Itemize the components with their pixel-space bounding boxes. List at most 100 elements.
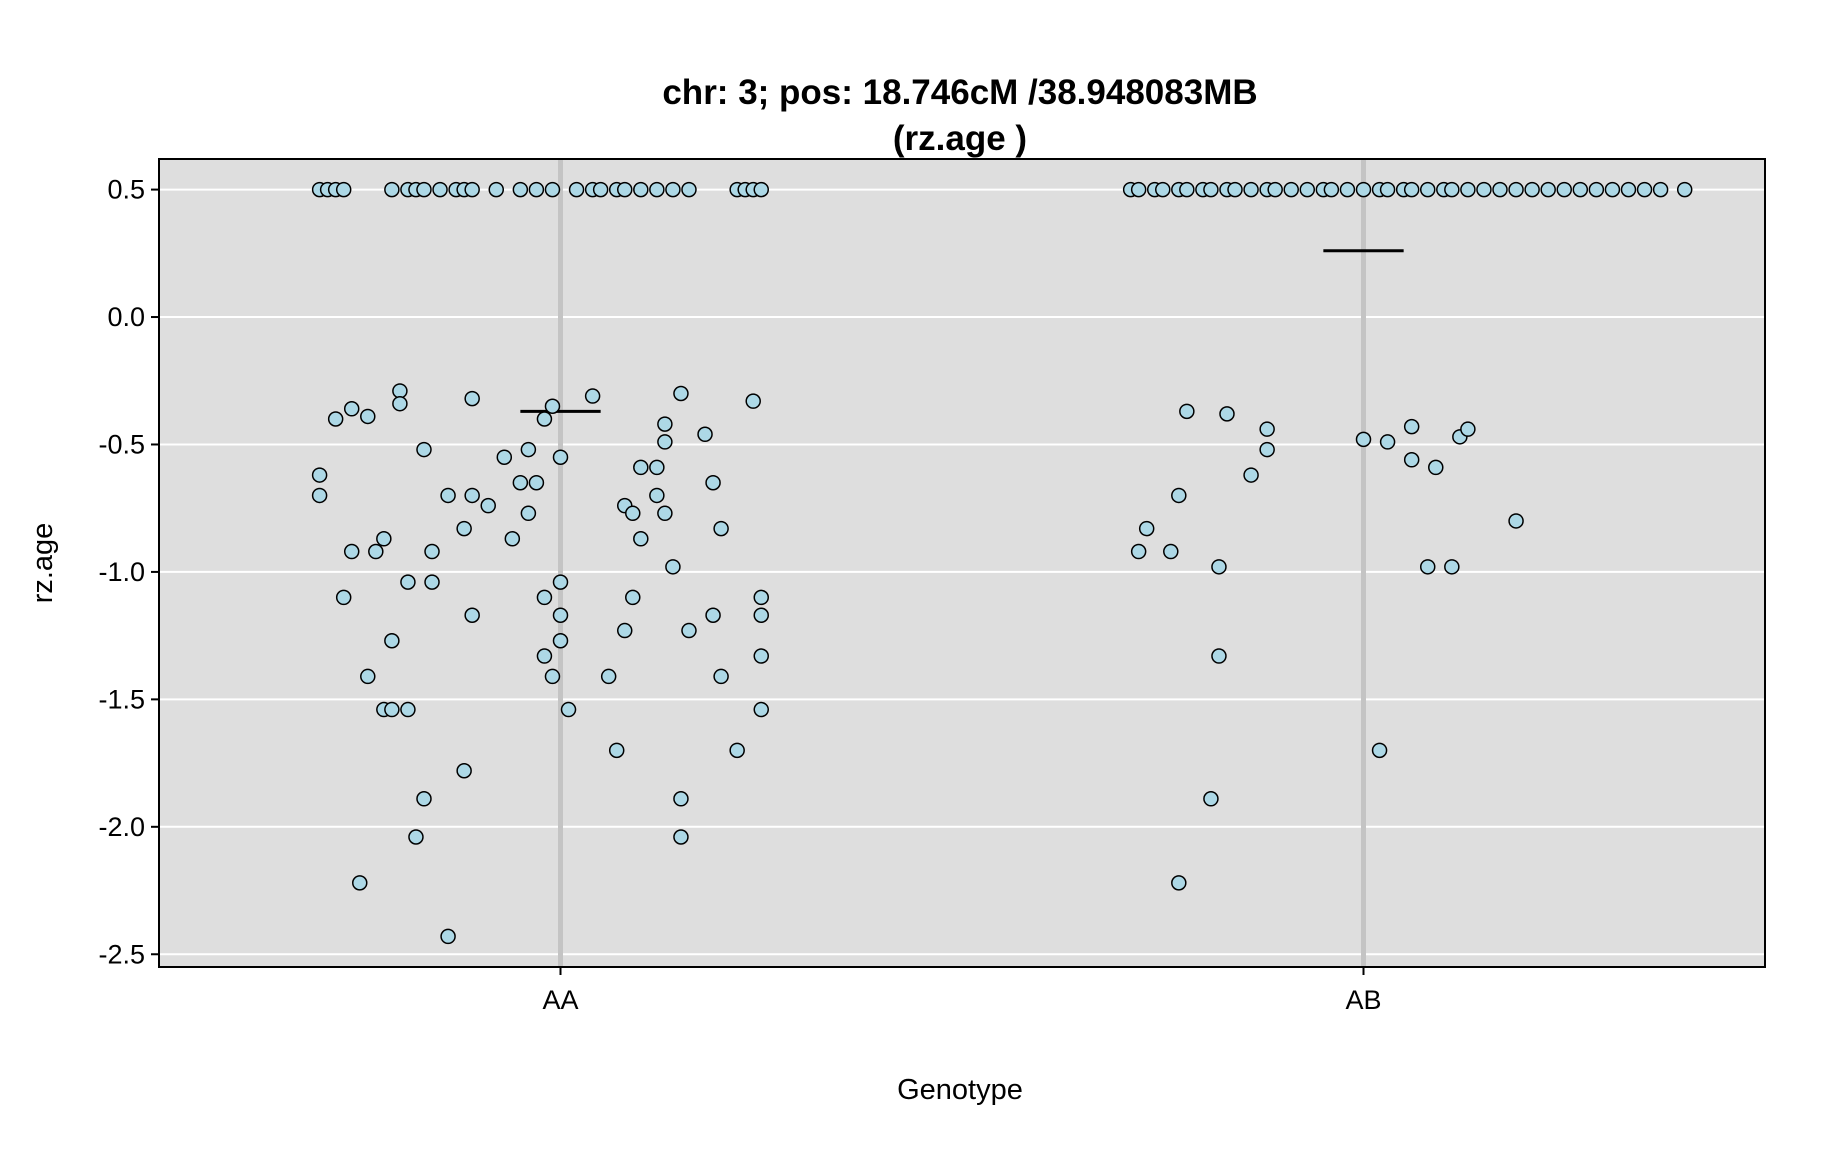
- data-point-46: [416, 441, 432, 458]
- data-point-164: [1419, 559, 1436, 575]
- data-point-148: [1163, 543, 1179, 560]
- data-point-13: [512, 181, 529, 198]
- data-point-52: [440, 928, 456, 945]
- data-point-72: [552, 632, 569, 649]
- data-point-118: [1267, 181, 1283, 198]
- data-point-78: [608, 742, 625, 759]
- y-tick-label-1: 0.0: [107, 302, 145, 332]
- x-axis-title: Genotype: [897, 1074, 1023, 1106]
- data-point-67: [544, 398, 561, 414]
- data-point-83: [633, 459, 649, 476]
- data-point-53: [440, 487, 456, 504]
- data-point-137: [1540, 181, 1556, 198]
- data-point-63: [520, 505, 537, 522]
- data-point-122: [1323, 181, 1340, 198]
- data-point-24: [681, 181, 697, 198]
- data-point-11: [464, 181, 480, 198]
- data-point-33: [360, 408, 376, 425]
- data-point-35: [335, 589, 352, 606]
- data-point-8: [432, 181, 448, 198]
- data-point-82: [616, 622, 633, 639]
- data-point-81: [625, 589, 641, 606]
- data-point-151: [1171, 875, 1187, 891]
- category-center-lines: [558, 159, 1366, 967]
- data-point-14: [528, 181, 545, 198]
- data-point-168: [1460, 421, 1476, 437]
- data-point-169: [1508, 513, 1524, 529]
- data-point-75: [560, 701, 577, 718]
- plot-border: [158, 158, 1766, 968]
- x-tick-label-AB: AB: [1345, 985, 1381, 1015]
- data-point-92: [697, 426, 713, 443]
- data-point-120: [1299, 181, 1316, 198]
- data-point-23: [665, 181, 681, 198]
- data-point-135: [1508, 181, 1524, 198]
- data-point-145: [1676, 181, 1693, 198]
- data-point-61: [512, 474, 529, 491]
- data-point-43: [352, 875, 368, 891]
- data-point-20: [616, 181, 633, 198]
- data-point-39: [360, 668, 376, 685]
- data-point-3: [335, 181, 352, 198]
- data-point-56: [464, 390, 480, 407]
- y-tick-label-5: -2.0: [98, 812, 145, 842]
- x-tick-label-AA: AA: [542, 985, 578, 1015]
- y-axis-title: rz.age: [27, 523, 59, 604]
- data-point-100: [673, 829, 689, 845]
- data-point-141: [1604, 181, 1621, 198]
- data-point-76: [584, 388, 601, 404]
- data-point-31: [311, 487, 328, 504]
- data-point-88: [657, 434, 673, 450]
- data-point-15: [544, 181, 561, 198]
- data-point-140: [1588, 181, 1605, 198]
- data-point-94: [713, 520, 729, 537]
- data-point-138: [1556, 181, 1572, 198]
- data-point-149: [1179, 403, 1195, 420]
- data-point-28: [753, 181, 769, 198]
- data-point-48: [400, 574, 416, 590]
- chart-subtitle: (rz.age ): [893, 119, 1027, 158]
- data-point-105: [753, 701, 769, 718]
- data-point-54: [464, 487, 480, 504]
- data-point-159: [1355, 431, 1372, 448]
- data-point-70: [552, 607, 569, 624]
- y-tick-label-4: -1.5: [98, 684, 145, 714]
- data-point-30: [311, 467, 328, 483]
- data-point-152: [1203, 791, 1219, 807]
- data-point-50: [416, 791, 432, 807]
- data-point-47: [424, 543, 440, 560]
- data-point-123: [1339, 181, 1356, 198]
- y-tick-label-6: -2.5: [98, 939, 145, 969]
- data-point-160: [1379, 434, 1396, 450]
- data-point-107: [1130, 181, 1147, 198]
- data-point-150: [1171, 487, 1187, 504]
- data-point-126: [1379, 181, 1396, 198]
- data-point-139: [1572, 181, 1589, 198]
- data-point-51: [408, 829, 424, 845]
- data-point-18: [592, 181, 609, 198]
- data-point-58: [464, 607, 480, 624]
- data-point-103: [753, 607, 769, 624]
- data-point-95: [705, 607, 721, 624]
- data-point-115: [1227, 181, 1243, 198]
- data-point-104: [753, 648, 769, 664]
- mean-lines: [520, 249, 1404, 413]
- data-point-124: [1355, 181, 1372, 198]
- data-point-42: [400, 701, 416, 718]
- data-point-153: [1211, 559, 1227, 575]
- data-point-68: [552, 449, 569, 465]
- data-point-4: [384, 181, 400, 198]
- data-point-147: [1130, 543, 1147, 560]
- data-point-91: [673, 385, 689, 402]
- data-point-136: [1524, 181, 1540, 198]
- data-point-29: [327, 411, 344, 427]
- data-point-142: [1620, 181, 1637, 198]
- data-point-166: [1444, 559, 1460, 575]
- data-point-119: [1283, 181, 1299, 198]
- data-point-134: [1492, 181, 1508, 198]
- data-point-158: [1259, 421, 1275, 437]
- data-point-109: [1155, 181, 1171, 198]
- data-point-12: [488, 181, 505, 198]
- data-point-57: [480, 497, 496, 514]
